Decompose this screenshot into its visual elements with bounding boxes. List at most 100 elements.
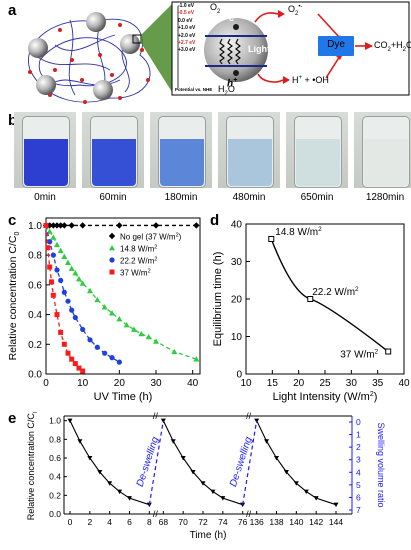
data-point (43, 222, 49, 228)
vial-liquid (92, 139, 136, 186)
x-tick-label: 142 (309, 517, 323, 527)
data-point (67, 418, 73, 424)
series-0 (42, 222, 200, 229)
data-point (87, 287, 93, 294)
right-tick-label: 5 (356, 480, 361, 490)
x-axis-label: UV Time (h) (94, 391, 153, 403)
y-tick-label: 10 (231, 332, 243, 343)
plot-frame (45, 217, 201, 375)
data-point (109, 269, 115, 275)
axis-break: // (153, 509, 159, 519)
data-point (47, 264, 53, 270)
right-tick-label: 2 (356, 442, 361, 452)
x-tick-label: 0 (43, 378, 49, 389)
data-point (303, 489, 309, 495)
y-tick-label: 0.8 (49, 434, 61, 444)
data-point (268, 236, 275, 242)
x-axis-label: Light Intensity (W/m2) (273, 391, 378, 403)
x-axis-label: Time (h) (190, 530, 227, 541)
deswelling-label: De-swelling (228, 435, 255, 488)
data-point (50, 252, 56, 258)
nanoparticles (28, 12, 140, 100)
data-point (108, 232, 116, 240)
x-tick-label: 20 (114, 378, 126, 389)
deswelling-label: De-swelling (135, 435, 162, 488)
energy-level-label: +2.0 eV (178, 32, 196, 39)
energy-level-list: -1.0 eV -0.5 eV 0.0 eV +1.0 eV +2.0 eV +2.7 e… (178, 3, 208, 55)
right-tick-label: 1 (356, 430, 361, 440)
vial-glass (294, 116, 342, 188)
data-point (94, 296, 101, 303)
point-label: 14.8 W/m2 (275, 226, 322, 238)
panel-letter-d: d (210, 212, 220, 229)
energy-level-label: 0.0 eV (178, 17, 193, 24)
vial-photo (354, 112, 411, 188)
axis-break: // (153, 412, 159, 421)
electron-label: e (229, 13, 235, 24)
data-point (80, 368, 86, 374)
y-axis-label: Equilibrium time (h) (212, 252, 224, 347)
deswelling-line (148, 420, 164, 505)
right-tick-label: 3 (356, 455, 361, 465)
panel-c-chart: 0 10 20 30 40 0.0 0.2 0.4 0.6 0.8 1.0 UV Time (h) Re… (7, 217, 201, 403)
vial-photo (14, 112, 76, 188)
data-point (138, 330, 145, 337)
data-point (190, 470, 196, 475)
legend-entry: 14.8 W/m2 (120, 245, 157, 254)
data-point (61, 341, 67, 347)
x-tick-label: 140 (289, 517, 303, 527)
vial-time-label: 60min (99, 192, 127, 203)
y-tick-label: 0.4 (28, 310, 42, 321)
data-point (54, 241, 60, 248)
dye-box (318, 36, 354, 56)
panel-letter-e: e (8, 410, 17, 427)
data-point (58, 329, 64, 335)
right-tick-label: 7 (356, 505, 361, 515)
x-tick-label: 35 (372, 378, 384, 389)
plot-frame (245, 223, 405, 375)
data-point (116, 359, 122, 365)
data-point (107, 481, 113, 486)
x-tick-label: 15 (267, 378, 279, 389)
vial-time-label: 480min (232, 192, 266, 203)
y-tick-label: 40 (231, 220, 243, 231)
y-axis-label: Relative concentration C/C0 (7, 232, 21, 361)
y-tick-label: 30 (231, 257, 243, 268)
data-point (79, 222, 86, 229)
panel-a-figure (28, 1, 410, 104)
data-point (61, 253, 68, 260)
data-point (61, 222, 68, 229)
x-tick-label: 40 (398, 378, 410, 389)
series-fit-line (45, 225, 120, 363)
energy-level-label: -0.5 eV (178, 10, 195, 17)
vial-time-label: 180min (164, 192, 198, 203)
legend-entry: 22.2 W/m2 (120, 257, 157, 266)
axis-break: // (246, 509, 252, 519)
x-tick-label: 144 (329, 517, 343, 527)
data-point (80, 326, 86, 333)
data-point (79, 280, 86, 286)
data-point (180, 456, 186, 461)
data-point (109, 310, 115, 316)
data-point (220, 496, 226, 501)
x-tick-label: 2 (87, 517, 92, 527)
cycle-curve (162, 420, 243, 506)
vial-photo (286, 112, 348, 188)
x-tick-label: 20 (293, 378, 305, 389)
data-point (264, 439, 270, 444)
x-tick-label: 0 (68, 517, 73, 527)
x-tick-label: 70 (178, 517, 188, 527)
y-tick-label: 0.8 (28, 251, 42, 262)
right-tick-label: 4 (356, 467, 361, 477)
data-point (50, 234, 57, 240)
energy-level-label: +2.7 eV (178, 40, 196, 47)
data-point (50, 222, 57, 229)
data-point (61, 289, 67, 295)
x-tick-label: 76 (238, 517, 248, 527)
data-point (146, 502, 152, 508)
x-tick-label: 68 (159, 517, 169, 527)
data-point (101, 304, 108, 310)
data-point (76, 365, 82, 371)
